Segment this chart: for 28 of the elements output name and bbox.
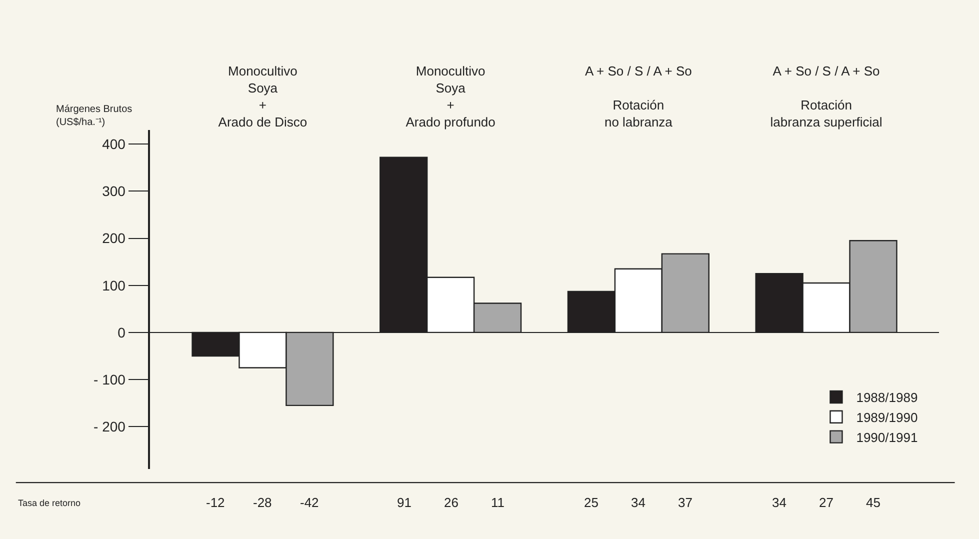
category-label: A + So / S / A + So Rotación no labranza [584,64,692,130]
text: 25 [584,495,598,510]
text: 45 [866,495,880,510]
y-tick-label: 200 [102,230,126,246]
y-axis-title: Márgenes Brutos (US$/ha.⁻¹) [56,104,132,128]
text: 11 [491,495,504,510]
y-tick-label: 0 [118,324,126,340]
text: 27 [819,495,834,510]
text: -12 [206,495,225,510]
text: Tasa de retorno [18,498,81,508]
category-label: A + So / S / A + So Rotación labranza superficial [770,64,882,130]
x-tick-label: Monocultivo Soya + Arado de Disco [218,64,308,130]
text: 26 [444,495,458,510]
text: 34 [772,495,786,510]
text: 34 [631,495,646,510]
y-tick-label: - 200 [94,418,126,435]
legend-label: 1990/1991 [856,430,918,445]
text: 37 [678,495,692,510]
x-tick-label: Monocultivo Soya + Arado profundo [406,64,496,130]
y-tick-label: 100 [102,277,126,294]
text: 91 [397,495,412,510]
legend-label: 1988/1989 [856,390,918,406]
legend-label: 1989/1990 [856,410,918,425]
y-tick-label: 400 [102,136,126,152]
text: -28 [253,495,272,510]
text: -42 [300,495,319,510]
y-tick-label: - 100 [94,371,126,388]
y-tick-label: 300 [102,183,126,200]
